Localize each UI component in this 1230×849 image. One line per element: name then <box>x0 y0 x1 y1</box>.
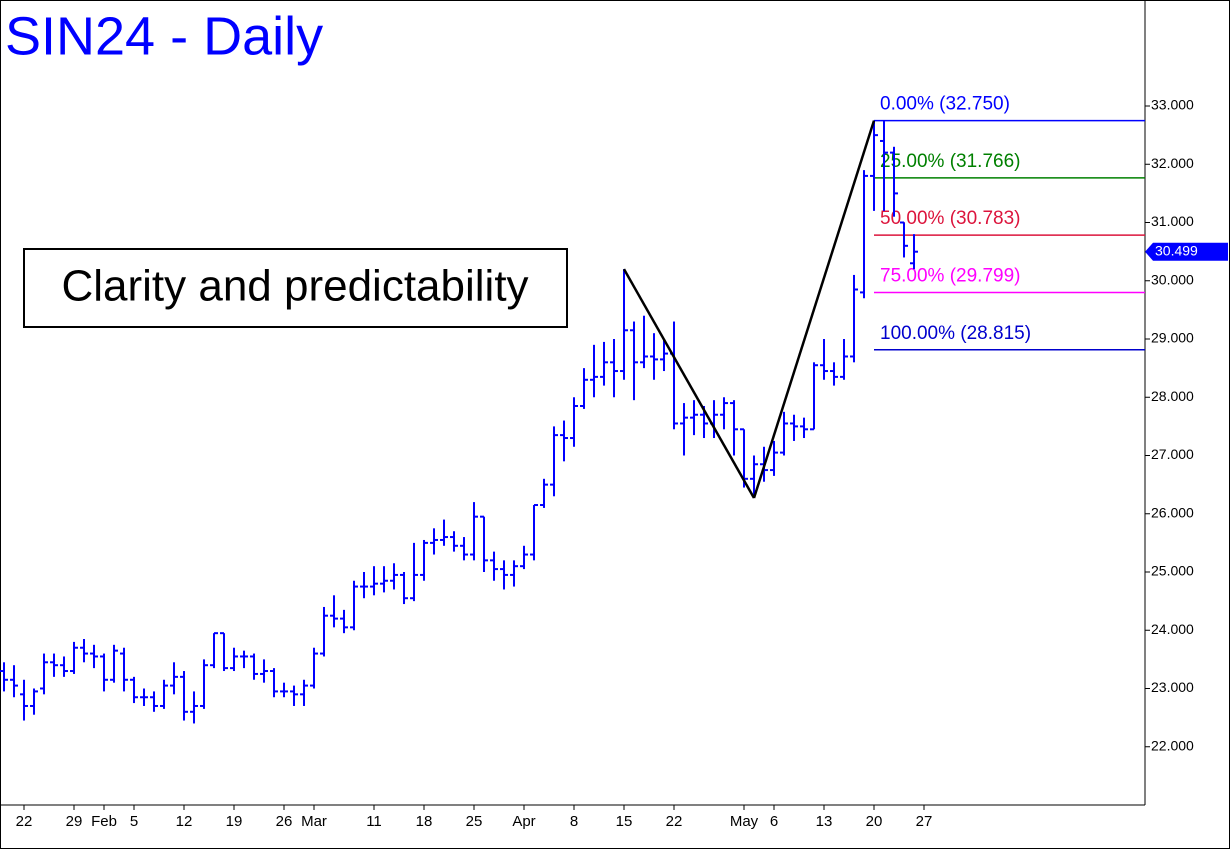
fib-label: 50.00% (30.783) <box>880 208 1021 229</box>
annotation-box <box>23 248 568 328</box>
x-tick-label: Feb <box>91 813 117 830</box>
y-tick-label: 25.000 <box>1151 563 1194 579</box>
y-tick-label: 33.000 <box>1151 97 1194 113</box>
x-tick-label: 22 <box>666 813 683 830</box>
x-tick-label: 5 <box>130 813 138 830</box>
y-tick-label: 22.000 <box>1151 737 1194 753</box>
x-tick-label: 26 <box>276 813 293 830</box>
y-tick-label: 30.000 <box>1151 271 1194 287</box>
fib-label: 25.00% (31.766) <box>880 151 1021 172</box>
x-tick-label: May <box>730 813 759 830</box>
x-tick-label: 19 <box>226 813 243 830</box>
y-tick-label: 29.000 <box>1151 330 1194 346</box>
y-tick-label: 26.000 <box>1151 504 1194 520</box>
annotation: Clarity and predictability <box>61 262 528 311</box>
last-price-tag <box>1145 242 1228 261</box>
fib-label: 100.00% (28.815) <box>880 323 1031 344</box>
y-tick-label: 27.000 <box>1151 446 1194 462</box>
pattern-line <box>622 268 756 499</box>
x-tick-label: 20 <box>866 813 883 830</box>
fib-label: 0.00% (32.750) <box>880 94 1010 115</box>
y-tick-label: 31.000 <box>1151 213 1194 229</box>
x-tick-label: 11 <box>366 813 382 830</box>
y-tick-label: 32.000 <box>1151 155 1194 171</box>
x-tick-label: 27 <box>916 813 933 830</box>
x-tick-label: 18 <box>416 813 433 830</box>
y-tick-label: 24.000 <box>1151 621 1194 637</box>
x-tick-label: 8 <box>570 813 578 830</box>
last-price-label: 30.499 <box>1155 242 1198 258</box>
chart-title: SIN24 - Daily <box>5 6 323 66</box>
fib-label: 75.00% (29.799) <box>880 265 1021 286</box>
x-tick-label: Apr <box>512 813 535 830</box>
x-tick-label: 13 <box>816 813 833 830</box>
x-tick-label: 15 <box>616 813 633 830</box>
x-tick-label: 22 <box>16 813 33 830</box>
pattern-line <box>752 120 876 499</box>
x-tick-label: Mar <box>301 813 327 830</box>
x-tick-label: 29 <box>66 813 83 830</box>
x-tick-label: 25 <box>466 813 483 830</box>
y-tick-label: 28.000 <box>1151 388 1194 404</box>
x-tick-label: 12 <box>176 813 193 830</box>
x-tick-label: 6 <box>770 813 778 830</box>
y-tick-label: 23.000 <box>1151 679 1194 695</box>
